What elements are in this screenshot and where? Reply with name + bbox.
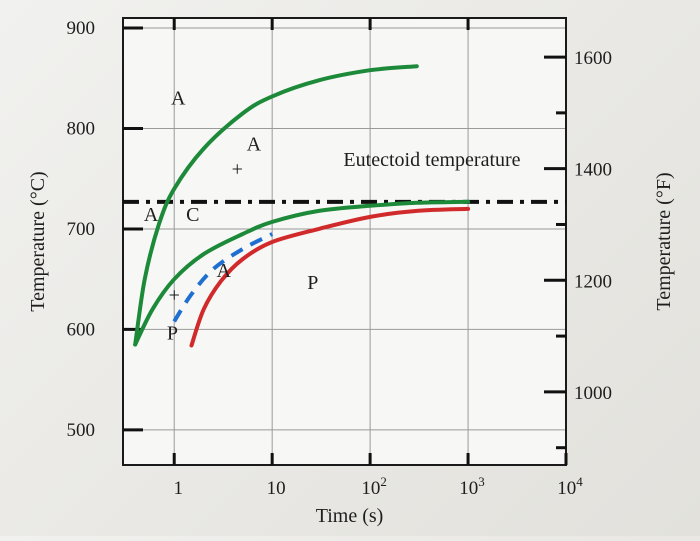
region-label: P bbox=[167, 322, 178, 344]
y2-tick-label: 1400 bbox=[574, 160, 612, 181]
y2-axis-title: Temperature (°F) bbox=[653, 172, 675, 310]
region-label: + bbox=[169, 284, 180, 306]
y-tick-label: 800 bbox=[67, 118, 96, 139]
plot-frame bbox=[122, 17, 567, 466]
region-label: A bbox=[216, 260, 231, 282]
y2-tick-label: 1000 bbox=[574, 383, 612, 404]
y-tick-label: 700 bbox=[67, 219, 96, 240]
x-tick-label: 102 bbox=[361, 474, 387, 499]
x-tick-exponent: 2 bbox=[380, 474, 387, 489]
region-label: A bbox=[171, 87, 186, 109]
x-tick-label: 1 bbox=[173, 478, 183, 499]
y-tick-label: 900 bbox=[67, 18, 96, 39]
eutectoid-label: Eutectoid temperature bbox=[343, 149, 520, 171]
region-label: A bbox=[247, 134, 262, 156]
x-tick-label: 10 bbox=[267, 478, 286, 499]
x-axis-title: Time (s) bbox=[316, 505, 384, 527]
x-tick-exponent: 3 bbox=[478, 474, 485, 489]
plot-area bbox=[123, 18, 566, 465]
region-label: C bbox=[186, 204, 199, 226]
x-tick-label: 104 bbox=[557, 474, 583, 499]
y2-tick-label: 1200 bbox=[574, 271, 612, 292]
y2-tick-label: 1600 bbox=[574, 48, 612, 69]
region-label: + bbox=[232, 159, 243, 181]
x-tick-exponent: 4 bbox=[576, 474, 583, 489]
series-curve-4 bbox=[172, 232, 274, 323]
series-curve-1 bbox=[133, 64, 419, 347]
series-curve-2 bbox=[133, 199, 471, 347]
region-label: P bbox=[307, 272, 318, 294]
y-axis-title: Temperature (°C) bbox=[27, 171, 49, 311]
y-tick-label: 600 bbox=[67, 319, 96, 340]
series-curve-3 bbox=[189, 206, 471, 348]
y-tick-label: 500 bbox=[67, 420, 96, 441]
region-label: A bbox=[144, 204, 159, 226]
x-tick-label: 103 bbox=[459, 474, 485, 499]
